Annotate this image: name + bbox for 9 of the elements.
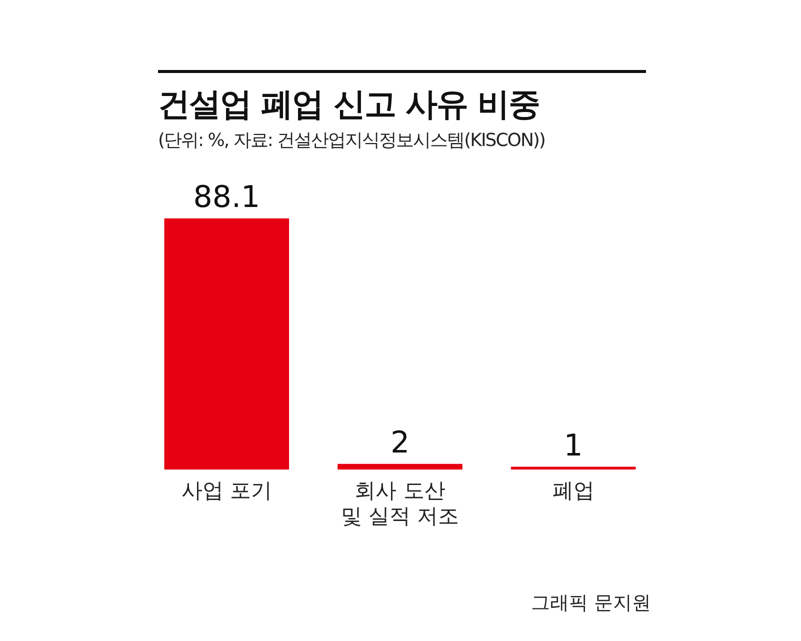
data-label: 88.1 [193, 180, 260, 216]
x-tick-label: 폐업 [552, 478, 594, 503]
data-label: 1 [564, 428, 583, 464]
data-label: 2 [390, 426, 410, 461]
chart-subtitle: (단위: %, 자료: 건설산업지식정보시스템(KISCON)) [158, 129, 545, 152]
chart-title: 건설업 폐업 신고 사유 비중 [158, 70, 646, 127]
x-tick-label: 회사 도산 및 실적 저조 [340, 478, 460, 528]
text: 그래픽 문지원 [530, 591, 651, 616]
x-tick-label: 사업 포기 [181, 478, 272, 503]
